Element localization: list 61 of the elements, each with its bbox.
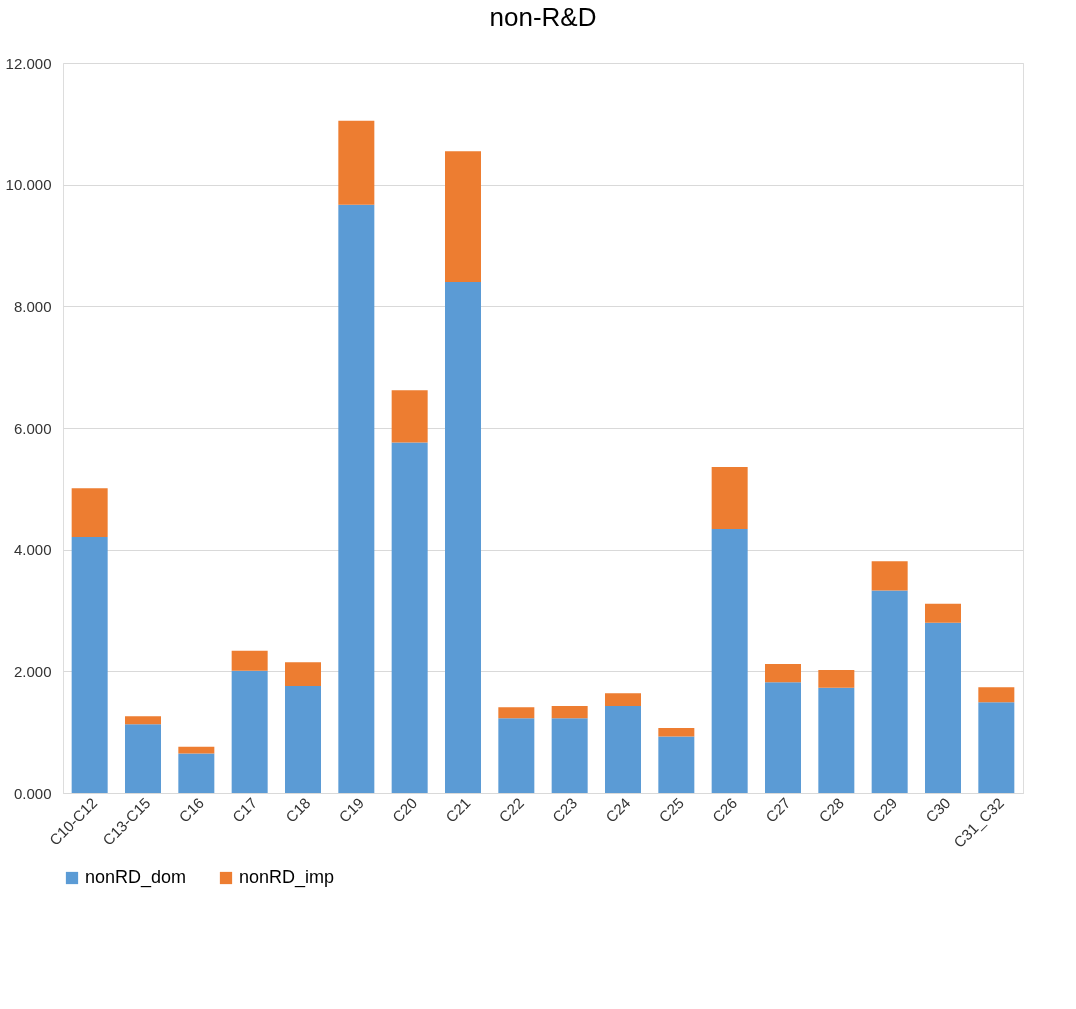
x-tick-label: C23 <box>548 794 581 826</box>
x-tick-label: C28 <box>815 794 847 826</box>
bar <box>765 664 801 683</box>
bar <box>498 707 535 719</box>
bar <box>71 488 108 537</box>
bar <box>391 390 428 443</box>
x-tick-label: C21 <box>442 794 474 826</box>
bar <box>178 753 215 793</box>
legend-label: nonRD_imp <box>239 867 335 888</box>
x-tick-label: C29 <box>868 794 901 826</box>
x-tick-label: C26 <box>708 794 741 826</box>
bar <box>445 282 481 793</box>
bar <box>925 603 961 623</box>
bar <box>498 718 535 793</box>
x-tick-label: C16 <box>175 794 207 826</box>
y-tick-label: 10.000 <box>5 176 52 194</box>
bar <box>231 670 268 793</box>
y-tick-label: 0.000 <box>13 784 52 802</box>
bar <box>125 716 161 725</box>
bar <box>711 528 748 793</box>
bar <box>125 724 161 793</box>
x-tick-label: C19 <box>335 794 367 826</box>
bar <box>178 746 215 754</box>
x-tick-label: C30 <box>922 794 954 826</box>
bar <box>445 151 481 282</box>
bar <box>711 466 748 529</box>
bar <box>871 561 908 591</box>
bar <box>605 693 641 707</box>
bar <box>658 736 695 793</box>
bar <box>285 662 321 686</box>
bar <box>338 120 375 205</box>
chart-title: non-R&D <box>489 2 597 32</box>
y-tick-label: 4.000 <box>13 541 52 559</box>
bar <box>551 718 588 793</box>
bar <box>391 442 428 793</box>
bar <box>338 204 375 793</box>
bar <box>551 706 588 719</box>
bar <box>231 650 268 671</box>
y-tick-label: 6.000 <box>13 419 52 437</box>
bar <box>871 590 908 793</box>
bar <box>285 685 321 793</box>
bar <box>658 727 695 737</box>
bar <box>605 706 641 793</box>
bar <box>765 682 801 793</box>
legend-label: nonRD_dom <box>85 867 187 888</box>
x-tick-label: C22 <box>495 794 527 826</box>
bar <box>925 622 961 793</box>
bar <box>818 670 855 688</box>
bar <box>978 702 1015 793</box>
x-tick-label: C18 <box>282 794 314 826</box>
bar <box>978 687 1015 703</box>
x-tick-label: C17 <box>228 794 261 826</box>
y-tick-label: 2.000 <box>13 662 52 680</box>
x-tick-label: C25 <box>655 794 687 826</box>
y-tick-label: 8.000 <box>13 297 52 315</box>
bar <box>818 687 855 793</box>
x-tick-label: C27 <box>762 794 794 826</box>
y-tick-label: 12.000 <box>5 54 52 72</box>
x-tick-label: C24 <box>602 794 634 826</box>
bar <box>71 536 108 793</box>
x-tick-label: C20 <box>388 794 421 826</box>
